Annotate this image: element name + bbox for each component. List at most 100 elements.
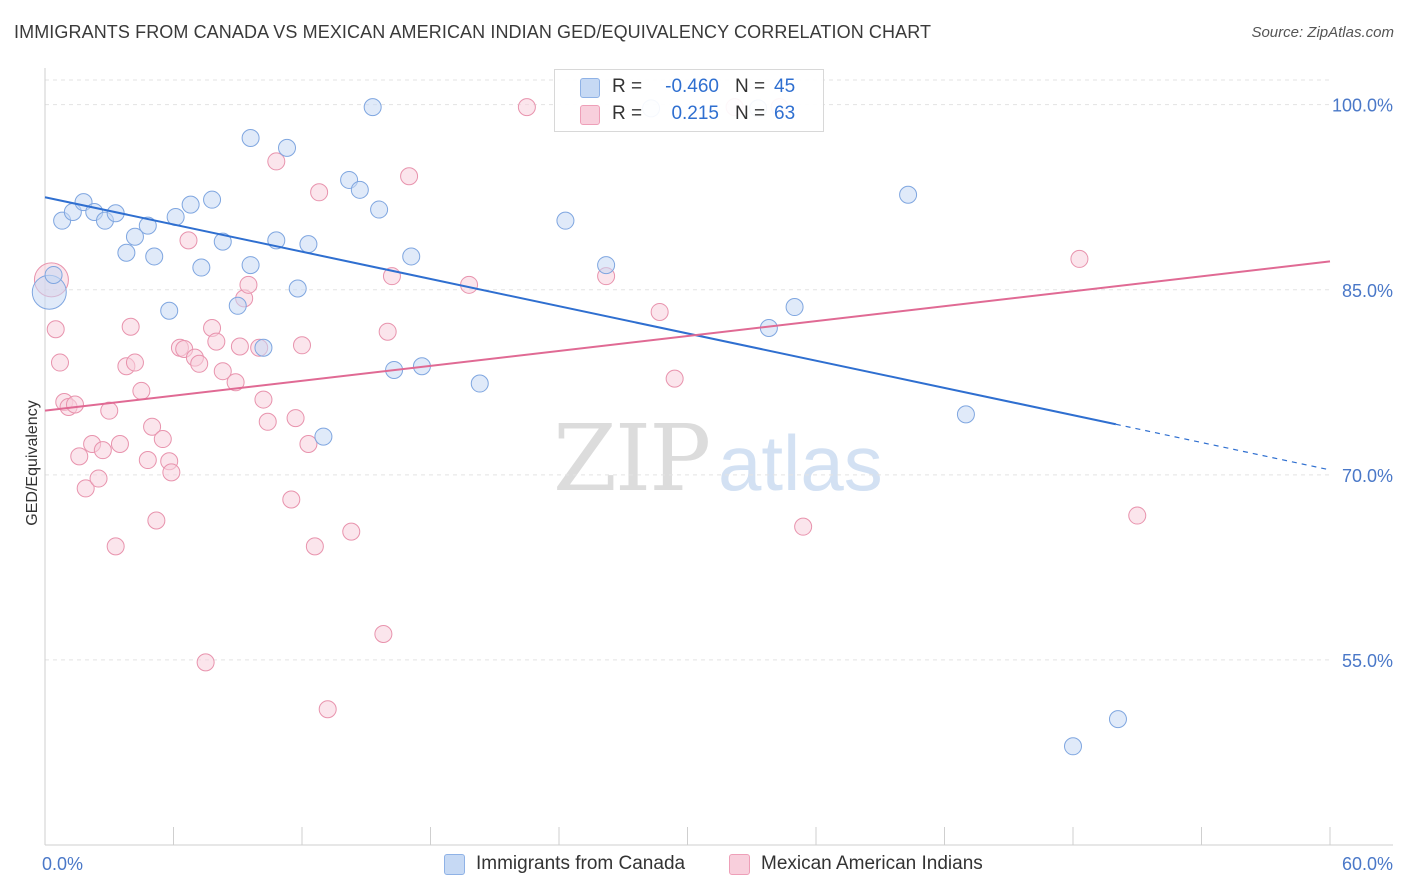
swatch-canada [580,78,600,98]
point-immigrants-from-canada [288,279,307,298]
point-mexican-american-indians [207,332,226,351]
point-mexican-american-indians [286,409,305,428]
n-value: 45 [774,76,796,97]
point-immigrants-from-canada [145,247,164,266]
point-immigrants-from-canada [125,227,144,246]
point-mexican-american-indians [143,417,162,436]
y-tick-label: 55.0% [1342,651,1393,671]
r-value: 0.215 [671,103,719,124]
stats-row-canada: R = -0.460 N = 45 [555,74,823,100]
point-mexican-american-indians [1070,249,1089,268]
point-mexican-american-indians [125,353,144,372]
point-mexican-american-indians [65,395,84,414]
point-mexican-american-indians [162,463,181,482]
source-label: Source: ZipAtlas.com [1251,24,1394,41]
point-mexican-american-indians [305,537,324,556]
point-immigrants-from-canada [203,190,222,209]
trend-lines [44,196,1331,471]
point-mexican-american-indians [374,625,393,644]
r-value: -0.460 [665,76,719,97]
point-immigrants-from-canada [1064,737,1082,756]
y-tick-label: 70.0% [1342,466,1393,486]
point-mexican-american-indians [50,353,69,372]
n-label: N = [735,76,766,97]
point-mexican-american-indians [89,469,108,488]
point-immigrants-from-canada [213,232,232,251]
point-mexican-american-indians [267,152,286,171]
point-mexican-american-indians [378,322,397,341]
point-immigrants-from-canada [556,211,575,230]
point-mexican-american-indians [121,317,140,336]
point-mexican-american-indians [400,167,419,186]
legend-swatch-canada [444,854,465,875]
point-mexican-american-indians [46,320,65,339]
x-tick-label: 0.0% [42,854,83,874]
point-mexican-american-indians [76,479,95,498]
stats-legend: R = -0.460 N = 45 R = 0.215 N = 63 [554,69,824,132]
point-immigrants-from-canada [278,138,297,157]
point-immigrants-from-canada [363,98,382,117]
point-mexican-american-indians [318,700,337,719]
point-mexican-american-indians [310,183,329,202]
legend-swatch-mexican [729,854,750,875]
point-mexican-american-indians [190,354,209,373]
point-immigrants-from-canada [1108,710,1127,729]
point-mexican-american-indians [213,362,232,381]
r-label: R = [612,103,643,124]
stats-row-mexican: R = 0.215 N = 63 [555,101,823,127]
point-immigrants-from-canada [470,374,489,393]
watermark-atlas: atlas [718,419,883,507]
trend-line-canada [44,196,1117,426]
r-label: R = [612,76,643,97]
point-immigrants-from-canada [241,256,260,275]
x-tick-labels: 0.0% 60.0% [42,854,1393,874]
x-tick-label: 60.0% [1342,854,1393,874]
point-immigrants-from-canada [228,296,247,315]
point-mexican-american-indians [100,401,119,420]
point-mexican-american-indians [665,369,684,388]
point-mexican-american-indians [258,412,277,431]
n-label: N = [735,103,766,124]
swatch-mexican [580,105,600,125]
point-mexican-american-indians [239,275,258,294]
point-mexican-american-indians [282,490,301,509]
point-immigrants-from-canada [299,235,318,254]
point-mexican-american-indians [1128,506,1147,525]
point-mexican-american-indians [226,373,245,392]
point-mexican-american-indians [650,302,669,321]
point-immigrants-from-canada [160,301,179,320]
point-mexican-american-indians [517,98,536,117]
trend-line-mexican [44,260,1331,412]
y-tick-label: 100.0% [1332,96,1393,116]
gridlines [45,79,1330,661]
point-immigrants-from-canada [192,258,211,277]
series-legend: Immigrants from Canada Mexican American … [0,852,1406,878]
n-value: 63 [774,103,796,124]
point-immigrants-from-canada [899,185,918,204]
point-mexican-american-indians [147,511,166,530]
point-immigrants-from-canada [370,200,389,219]
point-mexican-american-indians [342,522,361,541]
point-mexican-american-indians [196,653,215,672]
point-immigrants-from-canada [597,256,616,275]
point-immigrants-from-canada [138,216,157,235]
point-mexican-american-indians [153,430,172,449]
point-immigrants-from-canada [402,247,421,266]
point-immigrants-from-canada [350,180,369,199]
watermark: ZIP atlas [553,405,883,512]
point-immigrants-from-canada [314,427,333,446]
point-mexican-american-indians [110,434,129,453]
point-mexican-american-indians [93,441,112,460]
point-mexican-american-indians [460,275,479,294]
point-mexican-american-indians [138,451,157,470]
y-tick-label: 85.0% [1342,281,1393,301]
point-mexican-american-indians [299,434,318,453]
watermark-zip: ZIP [553,405,709,512]
chart-title: IMMIGRANTS FROM CANADA VS MEXICAN AMERIC… [14,22,932,42]
trend-line-canada-extension [1115,423,1331,471]
point-mexican-american-indians [254,390,273,409]
point-mexican-american-indians [293,336,311,355]
point-mexican-american-indians [70,447,89,466]
point-immigrants-from-canada [254,338,273,357]
